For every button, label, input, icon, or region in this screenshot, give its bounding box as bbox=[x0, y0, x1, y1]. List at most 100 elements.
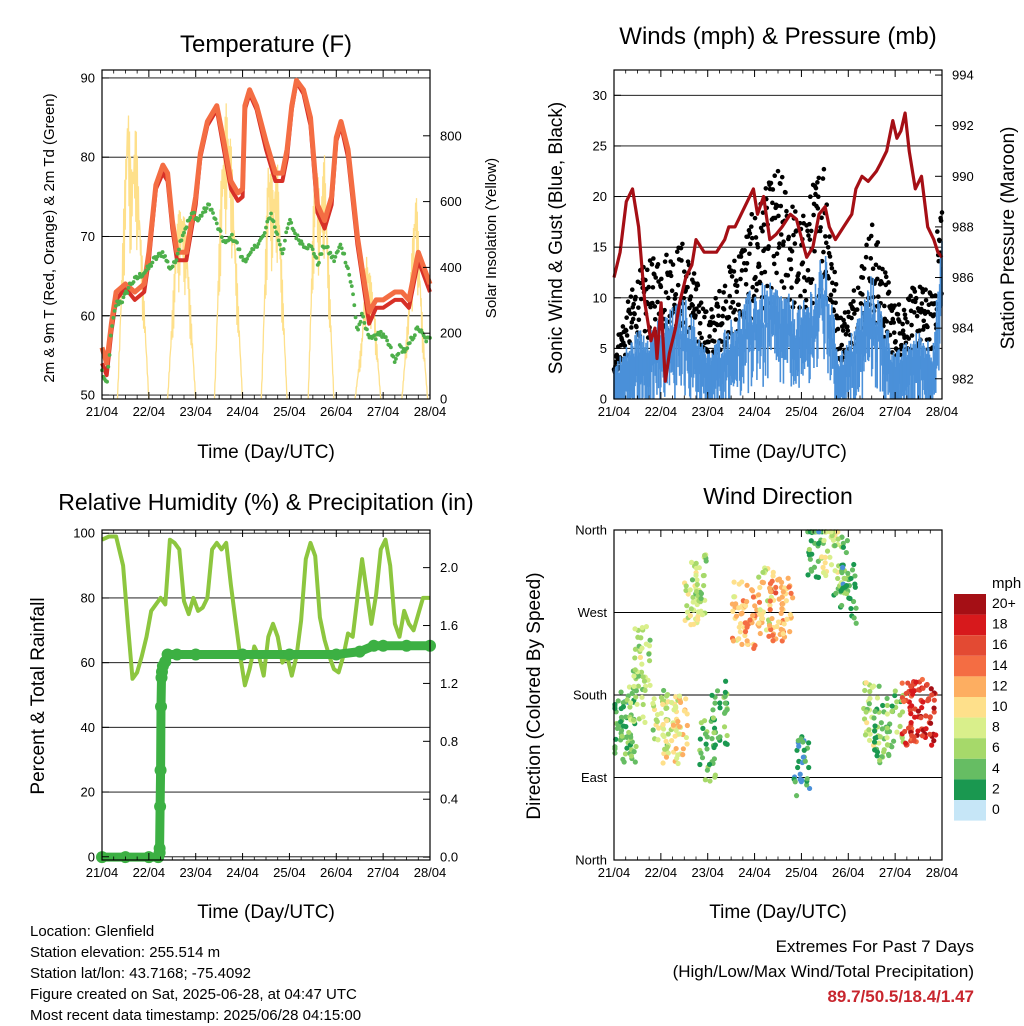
panel-wind-direction: Wind Direction 21/04 22/04 23/04 24/04 25/04… bbox=[524, 483, 1021, 923]
direction-point bbox=[690, 599, 696, 605]
direction-point bbox=[704, 746, 710, 752]
dewpoint-point bbox=[256, 242, 261, 246]
direction-point bbox=[632, 626, 638, 632]
x-tick-label: 21/04 bbox=[86, 865, 119, 880]
direction-point bbox=[739, 579, 745, 585]
gust-point bbox=[742, 248, 748, 253]
gust-point bbox=[896, 302, 902, 307]
direction-point bbox=[639, 625, 645, 631]
dewpoint-point bbox=[125, 291, 130, 295]
gust-point bbox=[909, 322, 914, 328]
gust-point bbox=[823, 234, 828, 239]
legend-swatch bbox=[954, 635, 986, 656]
direction-point bbox=[624, 745, 630, 751]
gust-point bbox=[914, 313, 920, 319]
direction-point bbox=[722, 693, 728, 700]
direction-point bbox=[714, 688, 721, 694]
direction-point bbox=[909, 703, 915, 709]
direction-point bbox=[757, 584, 763, 591]
direction-point bbox=[923, 726, 929, 732]
dewpoint-point bbox=[348, 279, 353, 284]
gust-point bbox=[720, 313, 726, 319]
gust-point bbox=[901, 307, 907, 313]
dewpoint-point bbox=[110, 324, 114, 328]
direction-point bbox=[642, 687, 648, 694]
dewpoint-point bbox=[314, 255, 319, 260]
gust-point bbox=[788, 257, 793, 262]
gust-point bbox=[652, 304, 658, 309]
gust-point bbox=[791, 232, 796, 238]
direction-point bbox=[715, 735, 721, 741]
dewpoint-point bbox=[407, 341, 412, 345]
direction-point bbox=[619, 733, 625, 739]
dewpoint-point bbox=[174, 258, 179, 263]
legend-swatch bbox=[954, 738, 986, 759]
legend-swatch bbox=[954, 717, 986, 739]
gust-point bbox=[736, 302, 741, 308]
direction-point bbox=[759, 579, 765, 585]
direction-point bbox=[640, 701, 646, 708]
y-tick-label: 70 bbox=[81, 229, 95, 244]
gust-point bbox=[803, 297, 809, 303]
direction-point bbox=[806, 764, 812, 771]
gust-point bbox=[722, 283, 728, 289]
direction-point bbox=[919, 733, 926, 739]
gust-point bbox=[837, 346, 843, 351]
direction-point bbox=[670, 722, 677, 728]
direction-point bbox=[756, 599, 763, 605]
gust-point bbox=[618, 331, 623, 337]
direction-point bbox=[717, 705, 723, 711]
gust-point bbox=[628, 311, 633, 316]
gust-point bbox=[663, 290, 669, 295]
direction-point bbox=[711, 725, 718, 731]
gust-point bbox=[813, 185, 819, 191]
gust-point bbox=[761, 222, 767, 227]
legend-label: 10 bbox=[992, 698, 1008, 714]
y-tick-label: West bbox=[578, 605, 608, 620]
gust-point bbox=[693, 286, 699, 292]
dewpoint-point bbox=[333, 254, 338, 259]
direction-point bbox=[693, 572, 699, 578]
direction-point bbox=[884, 742, 891, 748]
direction-point bbox=[780, 631, 786, 637]
direction-point bbox=[889, 744, 895, 750]
direction-point bbox=[669, 738, 675, 744]
direction-point bbox=[877, 757, 883, 763]
direction-point bbox=[821, 537, 827, 544]
gust-point bbox=[649, 262, 655, 267]
direction-point bbox=[721, 710, 728, 716]
gust-point bbox=[705, 349, 711, 355]
direction-point bbox=[808, 538, 814, 544]
direction-point bbox=[738, 611, 744, 617]
direction-point bbox=[700, 725, 706, 731]
direction-point bbox=[797, 771, 803, 777]
gust-point bbox=[715, 304, 721, 309]
direction-point bbox=[627, 704, 633, 710]
legend-label: 12 bbox=[992, 677, 1008, 693]
dewpoint-point bbox=[106, 364, 111, 369]
legend-label: 16 bbox=[992, 636, 1008, 652]
direction-point bbox=[677, 699, 684, 705]
gust-point bbox=[713, 295, 718, 301]
x-tick-label: 22/04 bbox=[133, 404, 166, 419]
dewpoint-point bbox=[112, 308, 117, 313]
gust-point bbox=[897, 331, 903, 336]
dewpoint-point bbox=[342, 251, 347, 256]
direction-point bbox=[839, 534, 845, 540]
dewpoint-point bbox=[131, 280, 136, 284]
dewpoint-point bbox=[396, 351, 401, 356]
direction-point bbox=[795, 737, 801, 744]
direction-point bbox=[779, 606, 785, 612]
gust-point bbox=[749, 235, 755, 241]
direction-point bbox=[844, 582, 850, 589]
x-tick-label: 25/04 bbox=[273, 404, 306, 419]
gust-point bbox=[670, 262, 676, 267]
direction-point bbox=[806, 546, 813, 553]
direction-point bbox=[783, 598, 789, 604]
dewpoint-point bbox=[319, 252, 324, 256]
gust-point bbox=[829, 262, 834, 267]
direction-point bbox=[634, 701, 640, 707]
gust-point bbox=[633, 294, 638, 300]
direction-point bbox=[927, 731, 933, 737]
direction-point bbox=[722, 689, 728, 695]
